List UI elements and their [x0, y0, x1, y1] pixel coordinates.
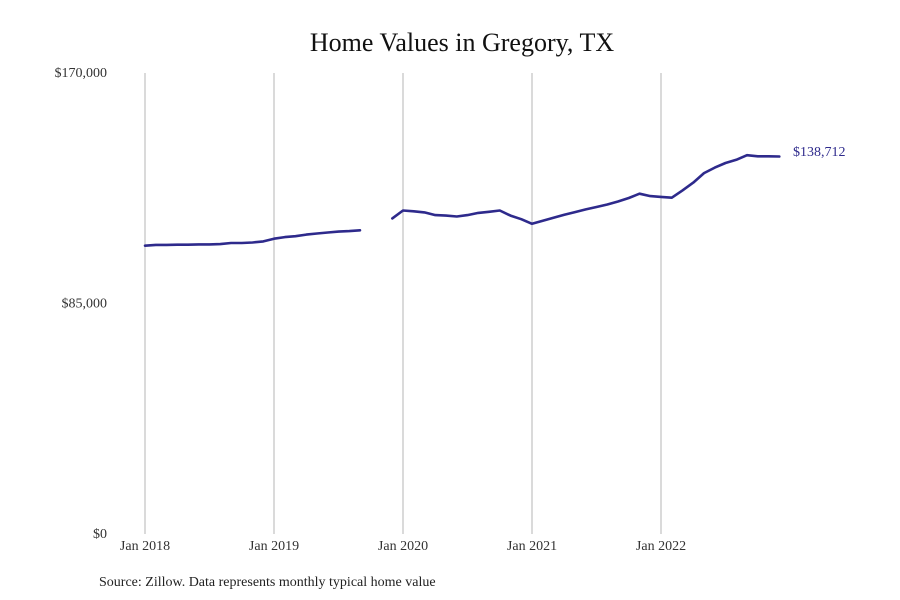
x-tick-label: Jan 2022 [636, 539, 686, 554]
series-line-segment-0-0 [143, 229, 362, 247]
x-axis-ticks: Jan 2018 Jan 2019 Jan 2020 Jan 2021 Jan 2022 [120, 539, 686, 554]
series-home-value [143, 153, 781, 247]
source-note: Source: Zillow. Data represents monthly … [99, 575, 436, 590]
x-tick-label: Jan 2020 [378, 539, 428, 554]
chart-title: Home Values in Gregory, TX [310, 28, 614, 57]
x-tick-label: Jan 2021 [507, 539, 557, 554]
series-line-segment-0-1 [391, 153, 781, 226]
grid-lines [144, 73, 662, 534]
y-axis-ticks: $0 $85,000 $170,000 [55, 66, 108, 542]
y-tick-label: $0 [93, 527, 107, 542]
y-tick-label: $85,000 [62, 297, 108, 312]
last-value-label: $138,712 [793, 145, 846, 160]
x-tick-label: Jan 2019 [249, 539, 299, 554]
x-tick-label: Jan 2018 [120, 539, 170, 554]
y-tick-label: $170,000 [55, 66, 108, 81]
